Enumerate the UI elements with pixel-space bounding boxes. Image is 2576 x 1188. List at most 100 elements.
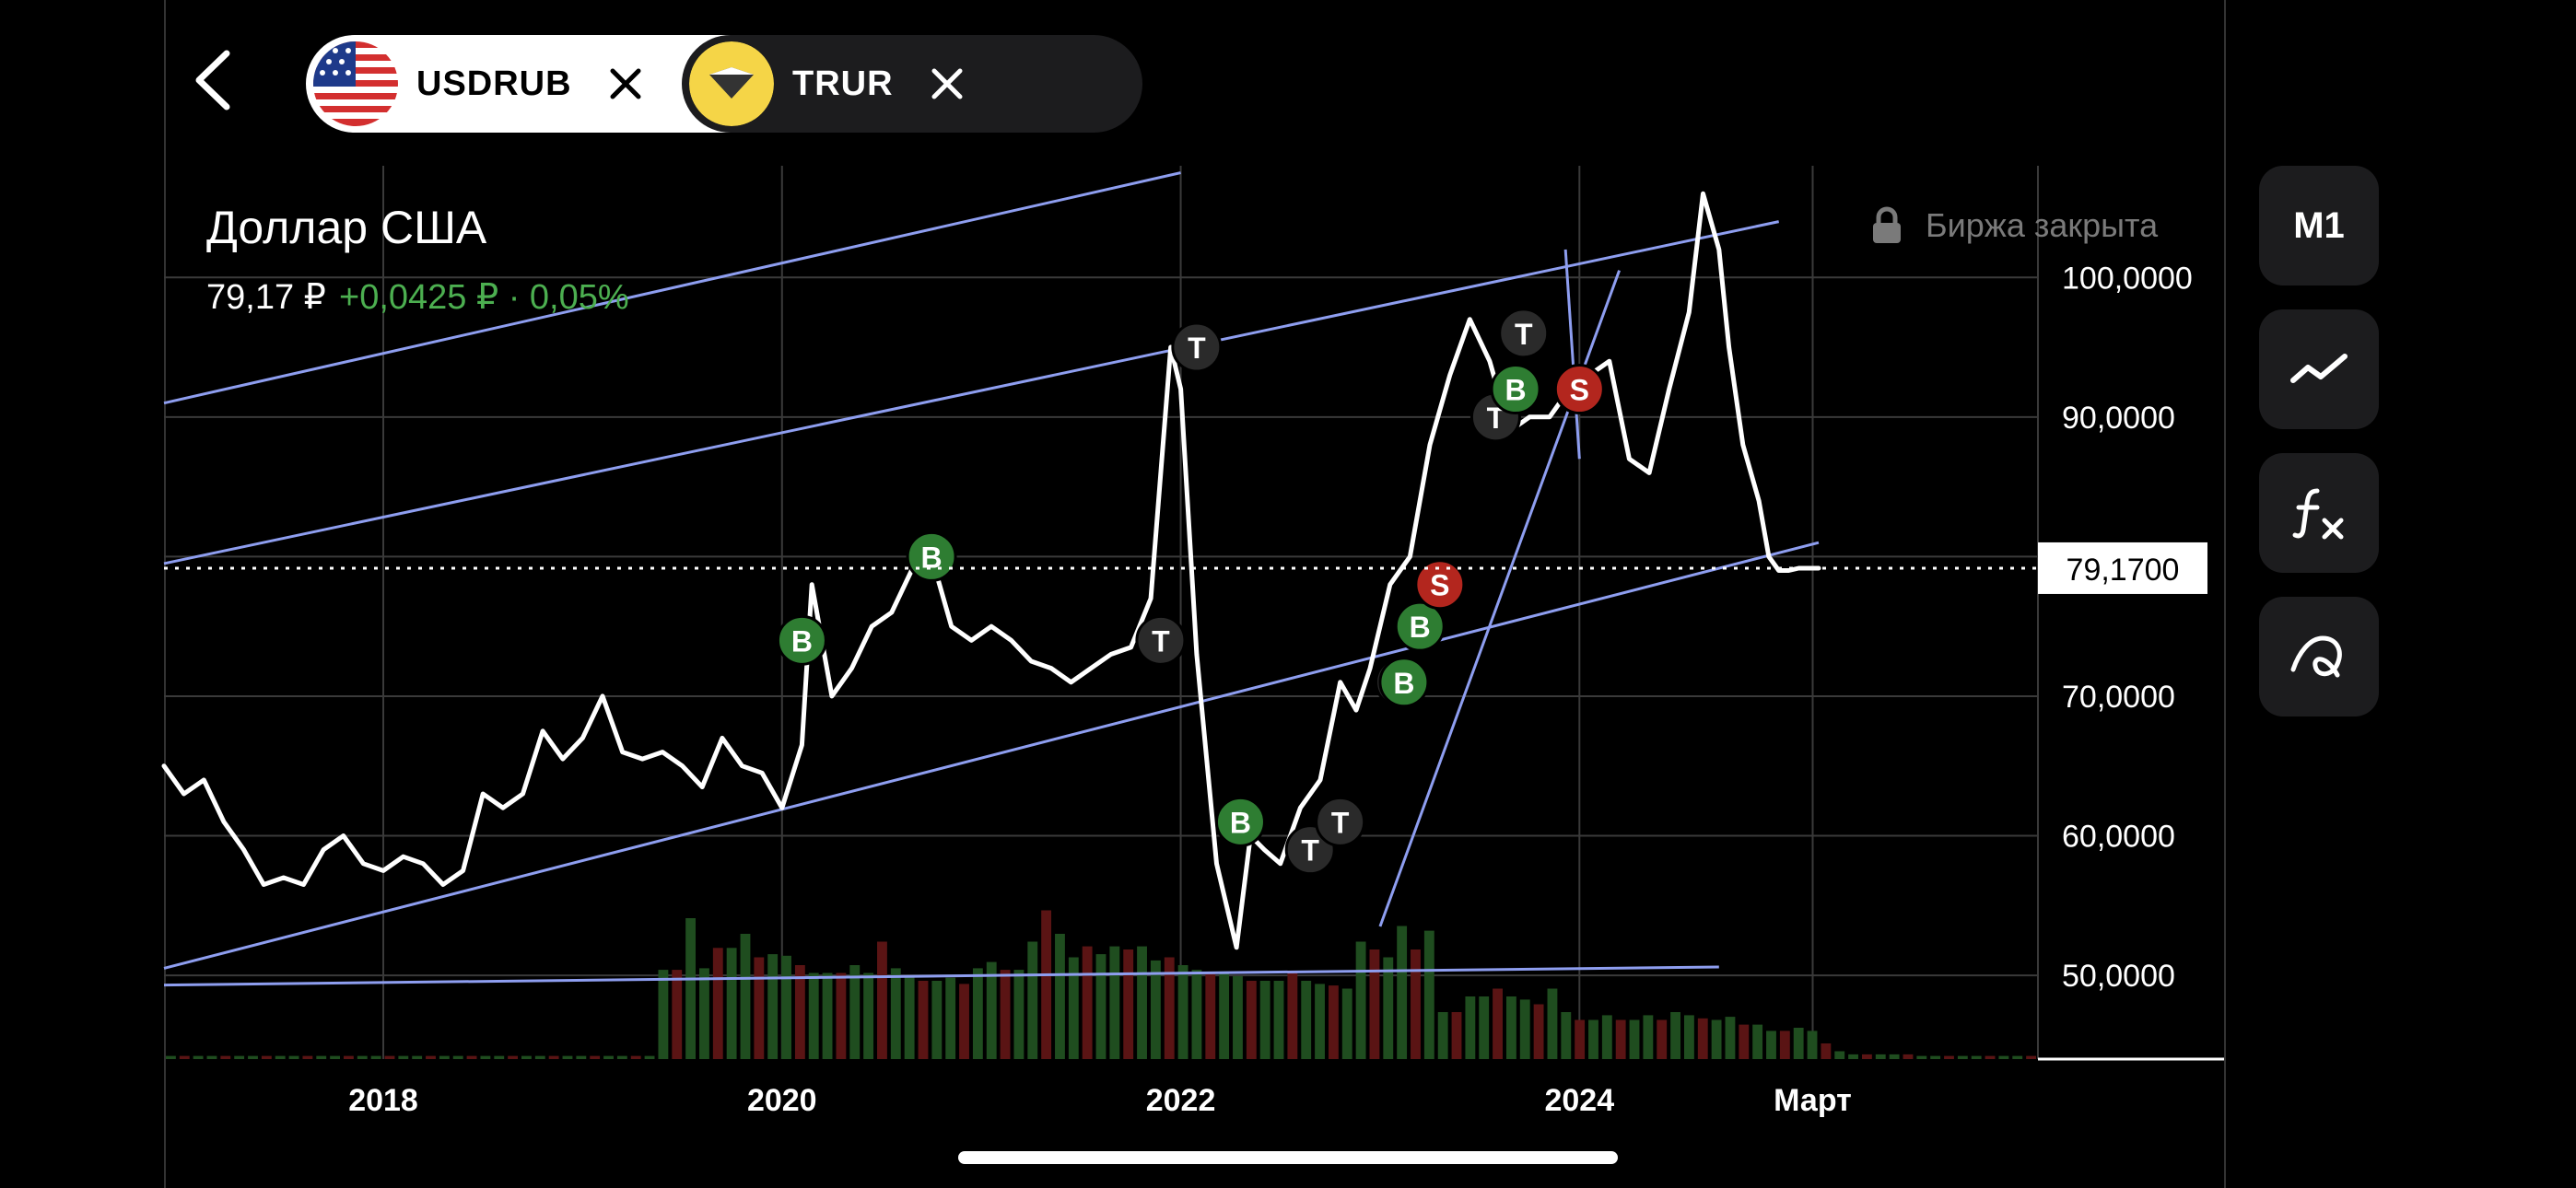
volume-bar — [1219, 973, 1230, 1059]
indicators-button[interactable] — [2259, 453, 2379, 573]
signal-marker[interactable] — [776, 614, 827, 666]
market-status-badge: Биржа закрыта — [1843, 193, 2185, 258]
volume-bar — [1519, 999, 1530, 1059]
volume-bar — [712, 948, 723, 1059]
signal-marker[interactable] — [1214, 796, 1266, 847]
signal-label: B — [921, 541, 943, 574]
signal-marker[interactable] — [906, 530, 957, 582]
trend-line — [163, 965, 1719, 987]
volume-bar — [1068, 957, 1079, 1059]
volume-bar — [849, 965, 861, 1059]
volume-bar — [1752, 1024, 1763, 1059]
volume-bar — [1246, 981, 1257, 1059]
volume-bar — [576, 1055, 587, 1059]
y-tick-label: 50,0000 — [2062, 959, 2175, 994]
volume-bar — [616, 1055, 627, 1059]
volume-bar — [1109, 946, 1120, 1059]
volume-bar — [1000, 970, 1011, 1059]
volume-bar — [959, 984, 969, 1059]
volume-bar — [1259, 981, 1270, 1059]
chart-type-button[interactable] — [2259, 309, 2379, 429]
volume-bar — [658, 970, 669, 1059]
signal-marker[interactable] — [1553, 364, 1605, 414]
volume-bar — [1739, 1024, 1750, 1059]
volume-bar — [1711, 1019, 1722, 1059]
volume-bar — [1697, 1018, 1708, 1059]
volume-bar — [836, 973, 847, 1059]
signal-marker[interactable] — [1490, 364, 1541, 414]
volume-bar — [590, 1055, 601, 1059]
volume-bar — [452, 1055, 463, 1059]
signal-marker[interactable] — [1135, 614, 1187, 666]
close-icon[interactable] — [929, 65, 966, 102]
signal-label: T — [1487, 402, 1505, 435]
volume-bar — [1779, 1031, 1790, 1059]
volume-bar — [1683, 1015, 1694, 1059]
trend-line — [163, 541, 1820, 970]
volume-bar — [1301, 981, 1312, 1059]
volume-bar — [2012, 1055, 2023, 1059]
instrument-tabs: USDRUB TRUR — [166, 28, 1142, 138]
volume-bar — [1341, 988, 1352, 1059]
volume-bar — [1807, 1031, 1818, 1059]
volume-bar — [986, 961, 997, 1059]
volume-bar — [1533, 1004, 1544, 1059]
volume-bar — [1766, 1031, 1776, 1059]
tab-trur[interactable]: TRUR — [682, 35, 1142, 133]
volume-bar — [1411, 949, 1421, 1059]
x-tick-label: Март — [1774, 1083, 1852, 1118]
volume-bar — [1177, 965, 1188, 1059]
axis-labels: 2018202020222024Март100,000090,000080,00… — [348, 261, 2207, 1118]
volume-bar — [330, 1055, 341, 1059]
volume-bar — [316, 1055, 327, 1059]
volume-bar — [1315, 984, 1325, 1059]
volume-bar — [2026, 1055, 2036, 1059]
volume-bar — [685, 918, 697, 1059]
trend-lines — [163, 171, 1820, 987]
close-icon[interactable] — [607, 65, 644, 102]
volume-bar — [1027, 941, 1038, 1059]
volume-bar — [412, 1055, 423, 1059]
volume-bar — [1629, 1019, 1640, 1059]
drawing-button[interactable] — [2259, 597, 2379, 716]
volume-bar — [1013, 970, 1025, 1059]
volume-bar — [1601, 1015, 1612, 1059]
volume-bar — [1451, 1012, 1462, 1059]
volume-bar — [1889, 1054, 1900, 1059]
signal-marker[interactable] — [1171, 321, 1223, 373]
signal-marker[interactable] — [1378, 657, 1430, 708]
volume-bar — [1793, 1028, 1804, 1059]
back-button[interactable] — [184, 48, 249, 112]
volume-bar — [794, 965, 805, 1059]
signal-marker[interactable] — [1498, 308, 1550, 359]
volume-bar — [863, 973, 874, 1059]
volume-bar — [1164, 957, 1175, 1059]
volume-bar — [166, 1055, 176, 1059]
volume-bar — [699, 968, 709, 1059]
signal-label: B — [1393, 667, 1414, 700]
volume-bar — [1821, 1043, 1832, 1059]
volume-bar — [904, 975, 915, 1059]
signal-marker[interactable] — [1414, 559, 1466, 611]
home-indicator[interactable] — [958, 1151, 1618, 1164]
volume-bar — [370, 1055, 381, 1059]
volume-bar — [521, 1055, 532, 1059]
line-chart-icon — [2290, 354, 2348, 383]
tab-label: USDRUB — [416, 64, 572, 103]
signal-marker[interactable] — [1394, 600, 1446, 652]
lock-icon — [1873, 206, 1901, 243]
volume-bar — [1123, 949, 1134, 1059]
drawing-tool-icon — [2290, 635, 2342, 678]
chart-right-edge — [2224, 0, 2226, 1188]
volume-bar — [1082, 946, 1093, 1059]
signal-marker[interactable] — [1315, 796, 1366, 847]
volume-bar — [1055, 934, 1065, 1059]
trur-logo-icon — [689, 41, 774, 126]
signal-label: S — [1570, 374, 1589, 407]
y-tick-label: 60,0000 — [2062, 820, 2175, 855]
volume-bar — [1273, 981, 1284, 1059]
volume-bar — [1834, 1051, 1845, 1059]
interval-button[interactable]: M1 — [2259, 166, 2379, 285]
signal-label: B — [1505, 374, 1527, 407]
